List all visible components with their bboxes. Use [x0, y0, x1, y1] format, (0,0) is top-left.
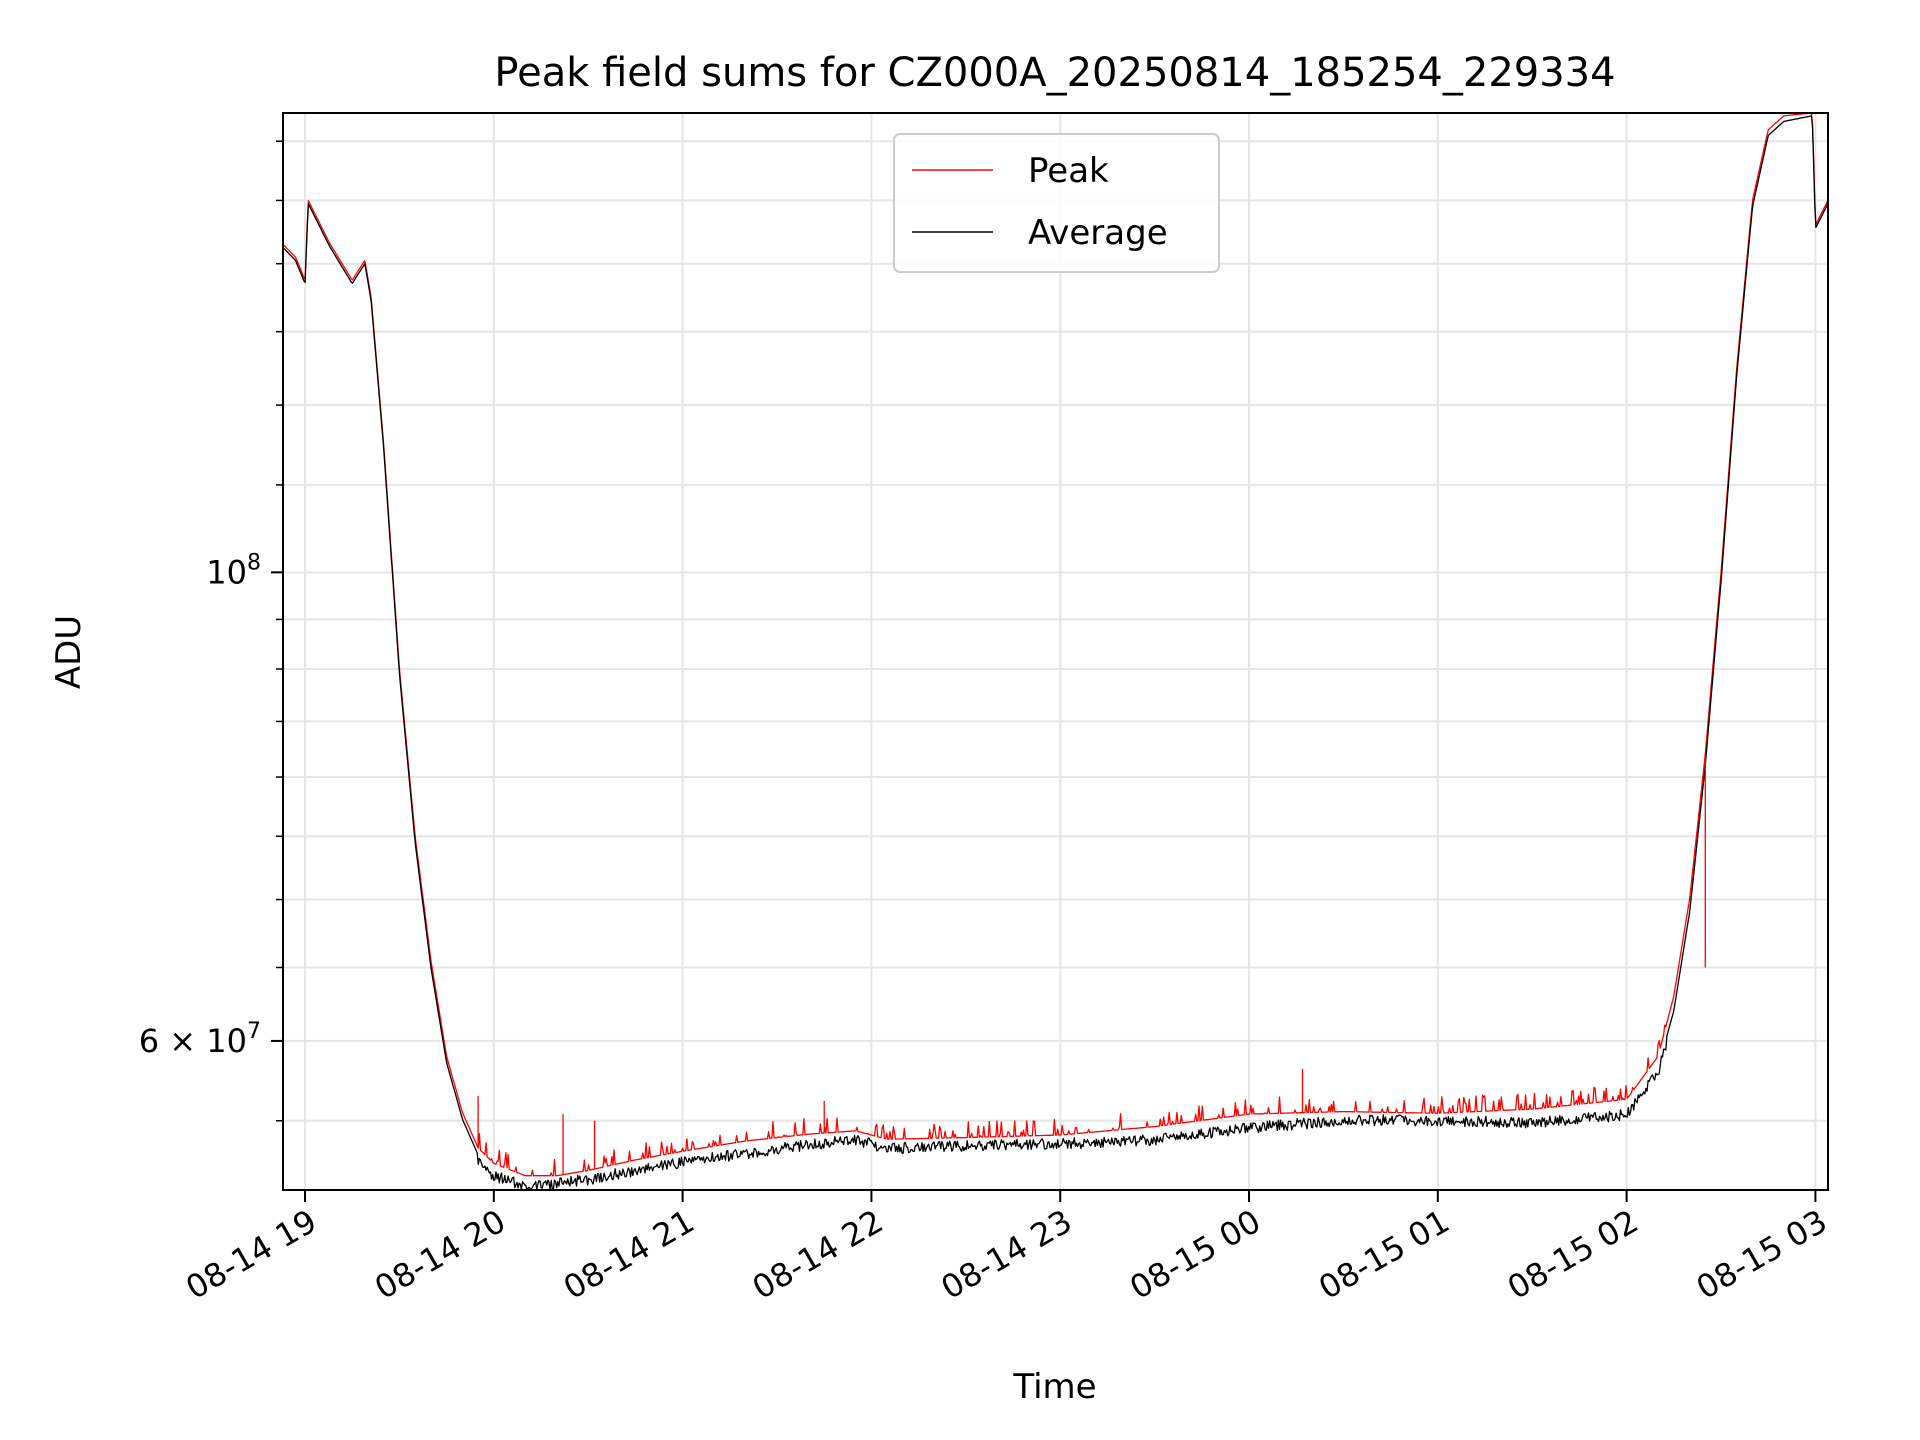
x-axis-label: Time — [1012, 1367, 1096, 1407]
chart-title: Peak field sums for CZ000A_20250814_1852… — [494, 50, 1615, 96]
y-tick-label: 6 × 107 — [139, 1019, 261, 1060]
legend-box — [893, 133, 1220, 273]
y-axis-label: ADU — [49, 615, 89, 689]
legend: Peak Average — [893, 133, 1220, 273]
y-tick-label: 108 — [206, 550, 261, 591]
series-line-peak — [282, 112, 1829, 1177]
series-layer — [282, 112, 1829, 1191]
legend-label-average: Average — [1028, 213, 1168, 253]
legend-label-peak: Peak — [1028, 151, 1109, 191]
plot-frame — [282, 112, 1829, 1191]
series-line-average — [282, 115, 1829, 1191]
